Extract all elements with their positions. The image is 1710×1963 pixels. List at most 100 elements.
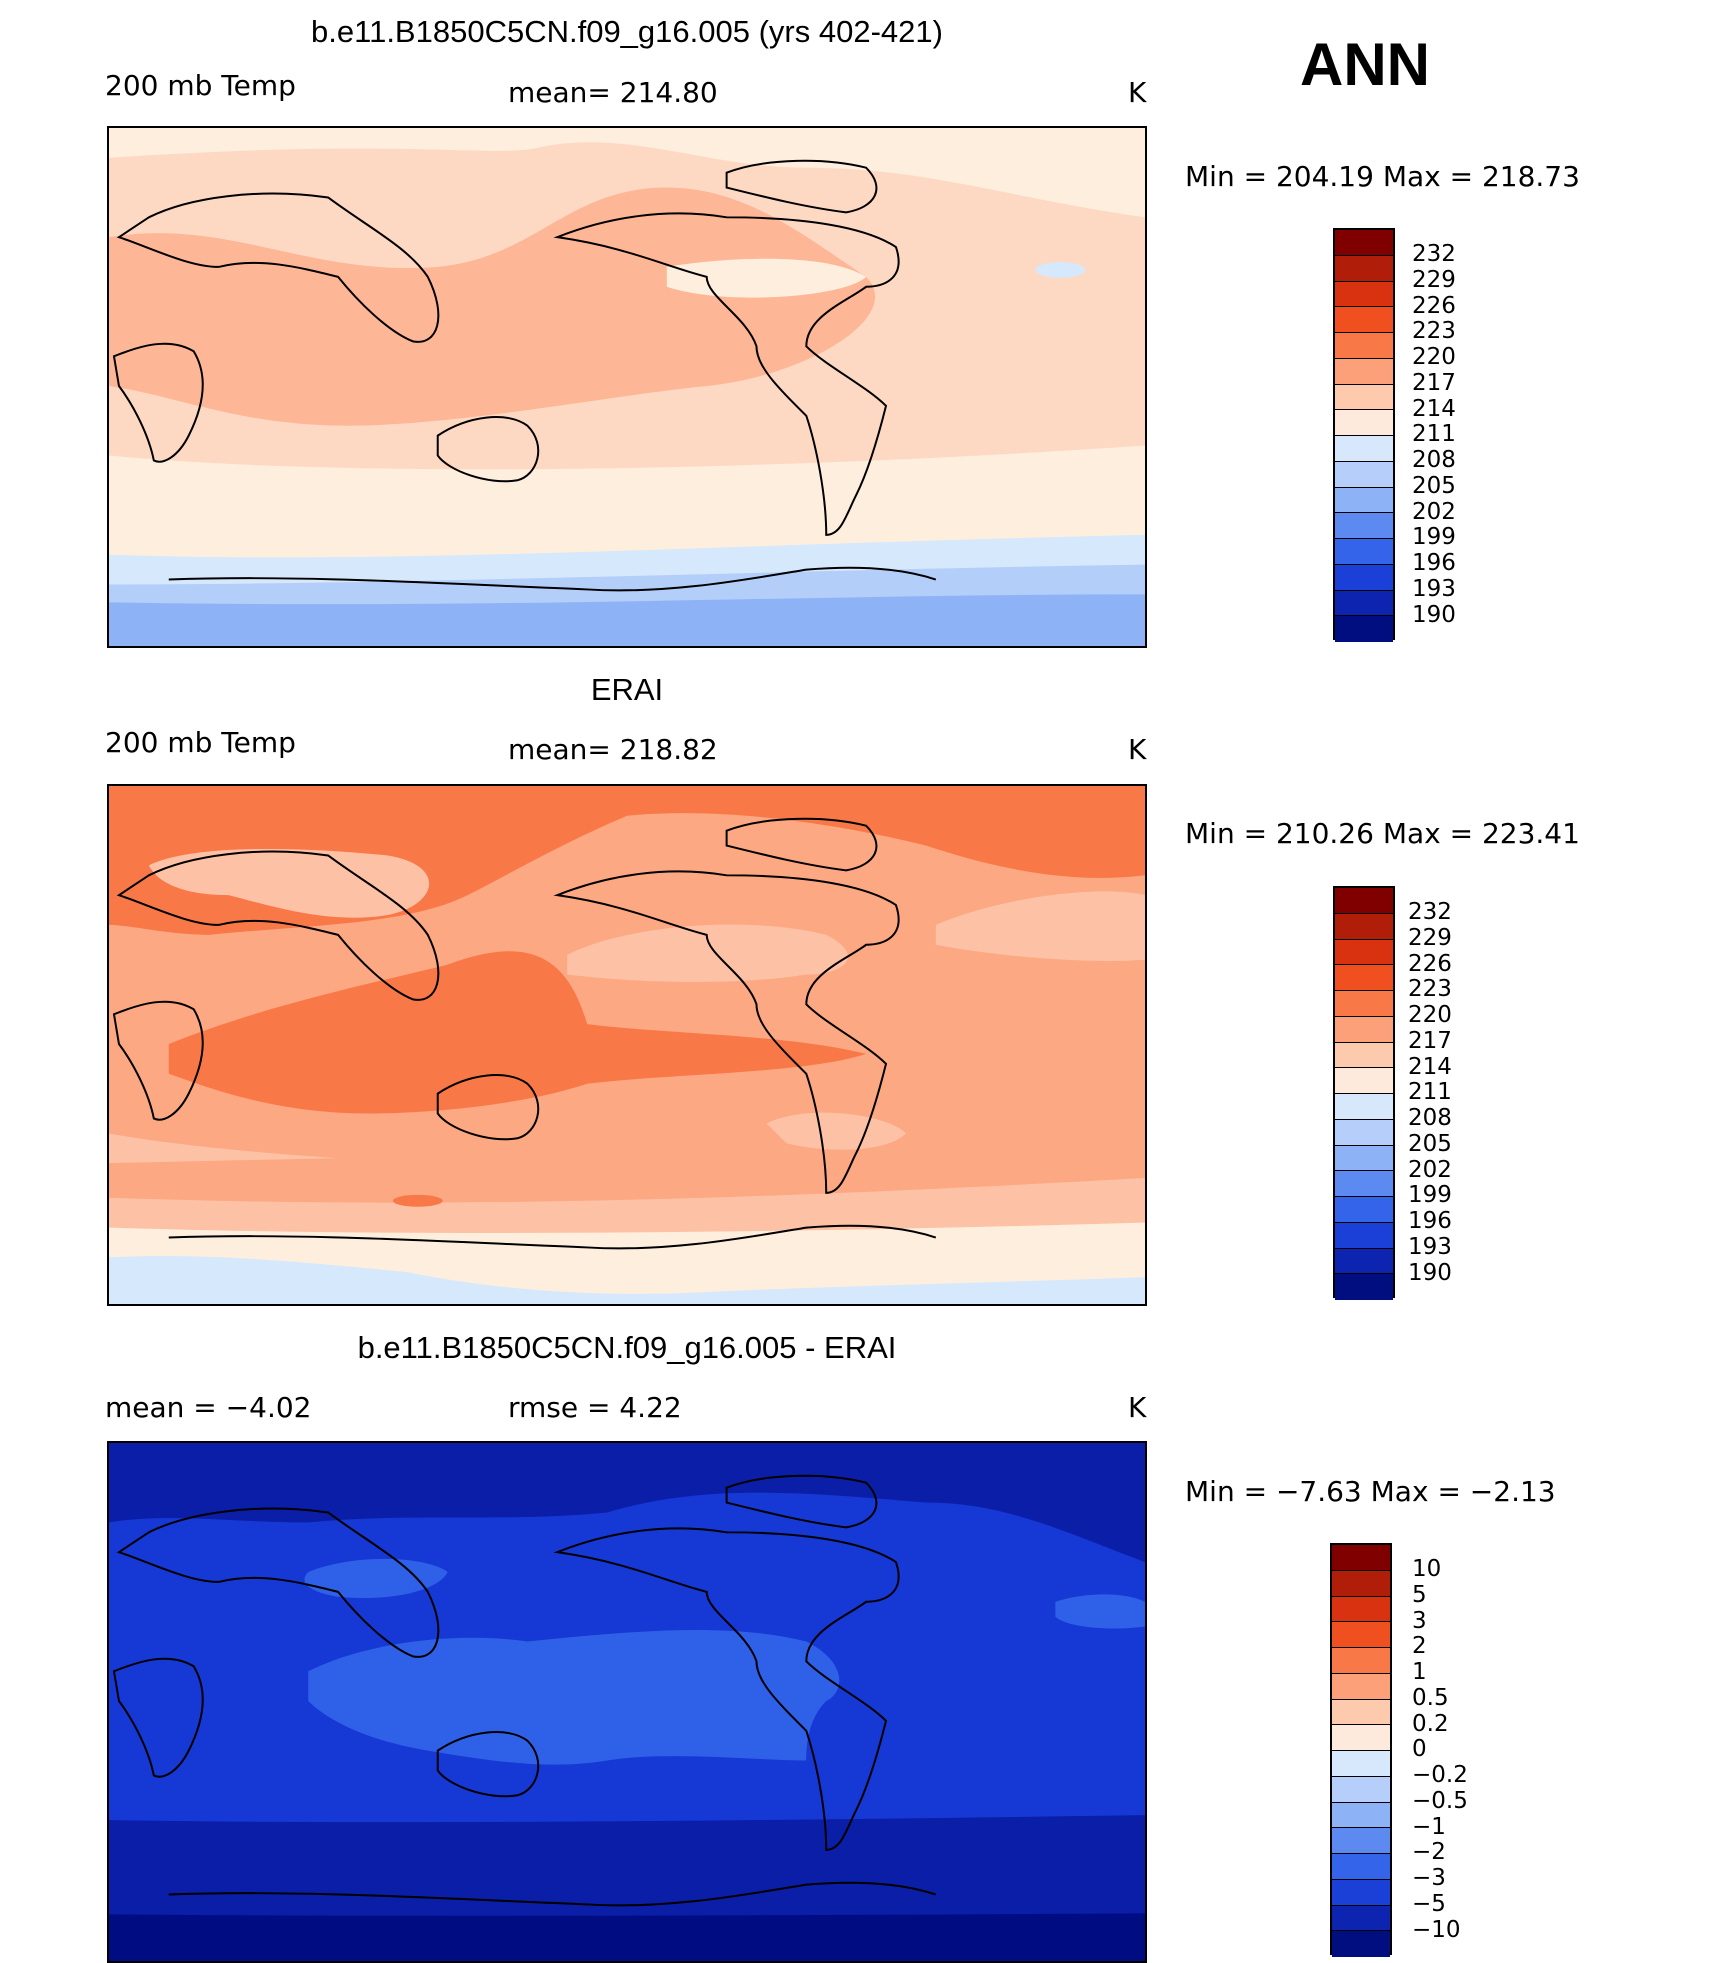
colorbar-swatch bbox=[1332, 1802, 1390, 1829]
panel-title: ERAI bbox=[590, 672, 664, 707]
field-band bbox=[109, 128, 1145, 218]
colorbar-swatch bbox=[1335, 1016, 1393, 1043]
colorbar-swatch bbox=[1335, 461, 1393, 488]
variable-label: 200 mb Temp bbox=[105, 69, 296, 102]
colorbar-swatch bbox=[1335, 436, 1393, 462]
colorbar-tick: 193 bbox=[1408, 1234, 1452, 1260]
colorbar-tick: 217 bbox=[1408, 1028, 1452, 1054]
colorbar-swatch bbox=[1335, 616, 1393, 642]
colorbar-swatch bbox=[1335, 965, 1393, 991]
colorbar-tick: 193 bbox=[1412, 576, 1456, 602]
colorbar-tick: 0.2 bbox=[1412, 1711, 1449, 1737]
colorbar-swatch bbox=[1332, 1879, 1390, 1906]
colorbar-swatch bbox=[1335, 230, 1393, 256]
colorbar-swatch bbox=[1335, 1145, 1393, 1172]
colorbar-swatch bbox=[1335, 1274, 1393, 1300]
rmse-label: rmse = 4.22 bbox=[508, 1391, 682, 1424]
colorbar-tick: 211 bbox=[1408, 1079, 1452, 1105]
coastlines bbox=[112, 159, 937, 592]
colorbar-swatch bbox=[1332, 1596, 1390, 1623]
field-band bbox=[666, 258, 867, 298]
units-label: K bbox=[1128, 733, 1147, 766]
colorbar-swatch bbox=[1332, 1622, 1390, 1648]
field-band bbox=[109, 1133, 339, 1164]
colorbar bbox=[1333, 886, 1395, 1300]
colorbar-tick: 205 bbox=[1408, 1131, 1452, 1157]
map-plot bbox=[107, 784, 1147, 1306]
colorbar-swatch bbox=[1335, 590, 1393, 617]
colorbar-tick: −3 bbox=[1412, 1865, 1446, 1891]
colorbar-swatch bbox=[1332, 1648, 1390, 1674]
colorbar-swatch bbox=[1332, 1545, 1390, 1571]
colorbar-tick: 220 bbox=[1408, 1002, 1452, 1028]
field-band bbox=[109, 187, 876, 426]
field-band bbox=[109, 1256, 1145, 1304]
colorbar-swatch bbox=[1335, 1222, 1393, 1249]
field-band bbox=[1035, 261, 1086, 278]
mean-label: mean = −4.02 bbox=[105, 1391, 312, 1424]
colorbar-swatch bbox=[1335, 410, 1393, 436]
colorbar-tick: 226 bbox=[1408, 951, 1452, 977]
colorbar-swatch bbox=[1335, 1119, 1393, 1146]
season-label: ANN bbox=[1300, 31, 1430, 98]
colorbar-tick: −0.5 bbox=[1412, 1788, 1468, 1814]
colorbar-swatch bbox=[1335, 539, 1393, 565]
colorbar-swatch bbox=[1332, 1905, 1390, 1932]
colorbar-swatch bbox=[1335, 1068, 1393, 1094]
colorbar bbox=[1330, 1543, 1392, 1957]
units-label: K bbox=[1128, 76, 1147, 109]
colorbar-swatch bbox=[1335, 939, 1393, 966]
colorbar-tick: 190 bbox=[1408, 1260, 1452, 1286]
colorbar-tick: 217 bbox=[1412, 370, 1456, 396]
colorbar-tick: 190 bbox=[1412, 602, 1456, 628]
colorbar-tick: 220 bbox=[1412, 344, 1456, 370]
colorbar-swatch bbox=[1332, 1570, 1390, 1597]
colorbar-tick: 205 bbox=[1412, 473, 1456, 499]
colorbar-swatch bbox=[1335, 307, 1393, 333]
colorbar-swatch bbox=[1332, 1854, 1390, 1880]
colorbar-tick: 223 bbox=[1412, 318, 1456, 344]
field-band bbox=[766, 1112, 906, 1150]
panel-title: b.e11.B1850C5CN.f09_g16.005 - ERAI bbox=[357, 1330, 897, 1365]
colorbar-swatch bbox=[1335, 333, 1393, 359]
colorbar-tick: 232 bbox=[1408, 899, 1452, 925]
field-band bbox=[1055, 1594, 1145, 1629]
colorbar-swatch bbox=[1335, 255, 1393, 282]
field-band bbox=[304, 1558, 448, 1599]
field-band bbox=[109, 594, 1145, 646]
colorbar-swatch bbox=[1332, 1828, 1390, 1854]
colorbar bbox=[1333, 228, 1395, 642]
variable-label: 200 mb Temp bbox=[105, 726, 296, 759]
colorbar-tick: 2 bbox=[1412, 1633, 1427, 1659]
colorbar-tick: 223 bbox=[1408, 976, 1452, 1002]
colorbar-swatch bbox=[1335, 487, 1393, 514]
colorbar-swatch bbox=[1335, 1094, 1393, 1120]
min-max-label: Min = 204.19 Max = 218.73 bbox=[1185, 160, 1580, 193]
colorbar-swatch bbox=[1335, 384, 1393, 411]
colorbar-tick: 196 bbox=[1408, 1208, 1452, 1234]
colorbar-tick: 0.5 bbox=[1412, 1685, 1449, 1711]
field-band bbox=[168, 951, 867, 1114]
units-label: K bbox=[1128, 1391, 1147, 1424]
colorbar-swatch bbox=[1335, 358, 1393, 385]
colorbar-swatch bbox=[1332, 1699, 1390, 1726]
colorbar-swatch bbox=[1335, 1248, 1393, 1275]
field-band bbox=[148, 848, 430, 918]
colorbar-tick: −0.2 bbox=[1412, 1762, 1468, 1788]
colorbar-tick: −5 bbox=[1412, 1891, 1446, 1917]
min-max-label: Min = 210.26 Max = 223.41 bbox=[1185, 817, 1580, 850]
colorbar-tick: 202 bbox=[1408, 1157, 1452, 1183]
map-plot bbox=[107, 1441, 1147, 1963]
colorbar-swatch bbox=[1332, 1751, 1390, 1777]
colorbar-tick: 214 bbox=[1412, 396, 1456, 422]
colorbar-tick: 232 bbox=[1412, 241, 1456, 267]
field-band bbox=[392, 1194, 443, 1207]
colorbar-swatch bbox=[1332, 1673, 1390, 1700]
colorbar-tick: 196 bbox=[1412, 550, 1456, 576]
colorbar-tick: 208 bbox=[1408, 1105, 1452, 1131]
mean-label: mean= 214.80 bbox=[508, 76, 718, 109]
colorbar-tick: 229 bbox=[1412, 267, 1456, 293]
field-band bbox=[567, 924, 848, 982]
colorbar-tick: 199 bbox=[1408, 1182, 1452, 1208]
colorbar-tick: −1 bbox=[1412, 1814, 1446, 1840]
